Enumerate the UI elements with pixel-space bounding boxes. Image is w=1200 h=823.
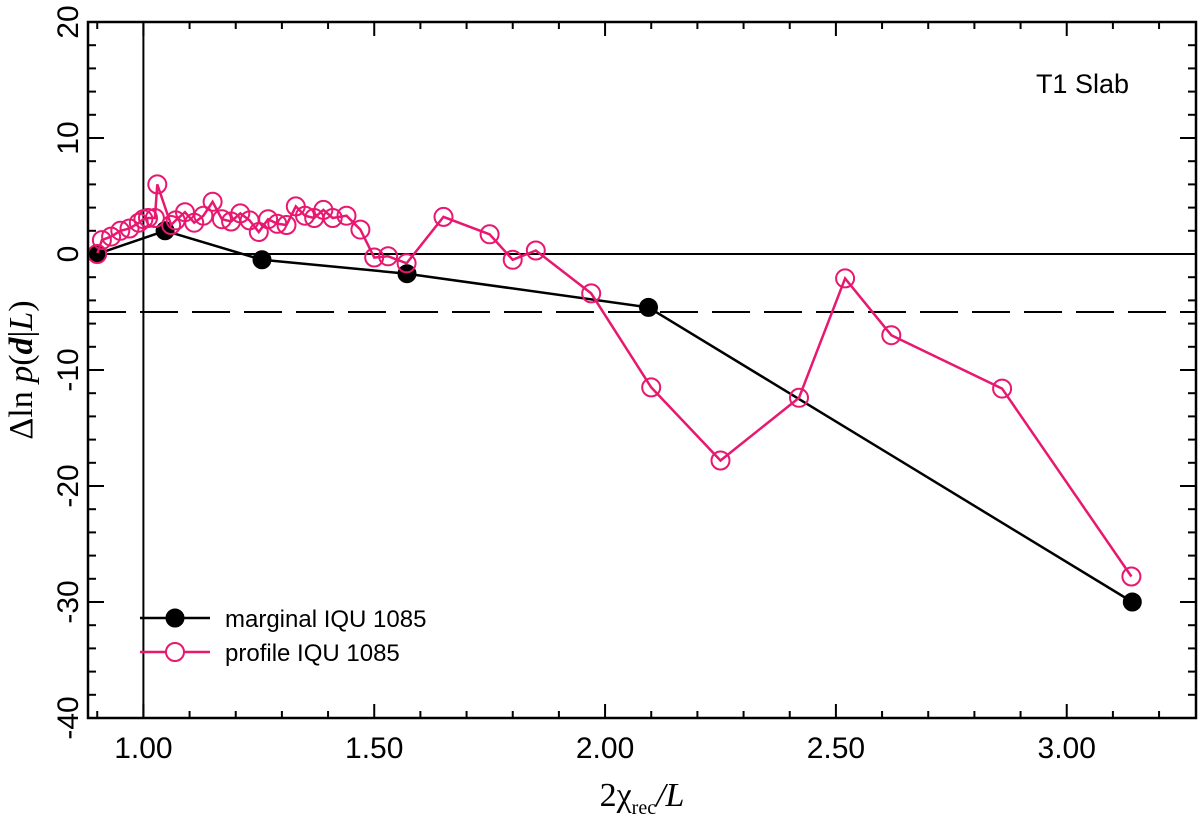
x-tick-label: 1.50 — [345, 732, 403, 765]
x-tick-label: 2.50 — [807, 732, 865, 765]
y-tick-label: -10 — [52, 348, 85, 391]
data-point-s1-42 — [835, 268, 856, 289]
data-point-s1-33 — [396, 253, 417, 274]
data-point-s1-37 — [525, 240, 546, 261]
legend-profile-marker — [165, 642, 185, 662]
series-line-0 — [96, 229, 1133, 604]
y-tick-label: -30 — [52, 580, 85, 623]
data-point-s1-43 — [881, 325, 902, 346]
y-title-ln: ln — [3, 383, 40, 418]
y-title-open: ( — [3, 354, 40, 365]
x-tick-label: 2.00 — [576, 732, 634, 765]
data-point-s1-28 — [322, 208, 343, 228]
data-point-s1-8 — [144, 208, 165, 228]
y-tick-label: 10 — [52, 121, 85, 154]
data-point-s1-38 — [581, 283, 602, 304]
x-tick-label: 1.00 — [114, 732, 172, 765]
x-title-chi: χ — [616, 777, 632, 814]
data-point-s1-25 — [295, 205, 315, 226]
y-tick-label: -20 — [52, 464, 85, 507]
y-title-p: p — [3, 366, 40, 385]
data-point-s1-41 — [789, 387, 809, 408]
data-point-s1-20 — [248, 222, 269, 242]
data-point-s1-29 — [336, 205, 357, 226]
y-tick-label: -40 — [52, 696, 85, 739]
data-point-s1-45 — [1121, 566, 1142, 587]
x-title-suffix: /L — [654, 777, 684, 814]
y-title-close: ) — [3, 300, 40, 311]
data-point-s0-5 — [1122, 592, 1142, 612]
data-point-s1-39 — [641, 377, 662, 398]
data-point-s1-10 — [161, 215, 182, 235]
y-tick-label: 0 — [52, 246, 85, 263]
data-point-s0-2 — [252, 250, 272, 270]
x-axis-title: 2χrec/L — [600, 777, 685, 819]
data-point-s1-9 — [147, 174, 168, 195]
data-point-s1-21 — [258, 209, 279, 230]
x-tick-label: 3.00 — [1038, 732, 1096, 765]
legend-profile-label: profile IQU 1085 — [225, 640, 400, 667]
y-tick-label: 20 — [52, 5, 85, 38]
data-point-s0-4 — [639, 297, 658, 317]
x-title-sub: rec — [632, 797, 657, 819]
data-point-s1-40 — [710, 450, 731, 471]
series-line-1 — [96, 183, 1133, 578]
y-title-d: d — [3, 336, 40, 354]
data-point-s0-3 — [397, 264, 417, 284]
legend-marginal-marker — [165, 608, 185, 628]
x-title-prefix: 2 — [600, 777, 617, 814]
data-point-s1-3 — [110, 220, 131, 241]
data-point-s1-14 — [193, 205, 214, 226]
data-point-s1-7 — [138, 208, 158, 228]
data-point-s1-34 — [433, 206, 454, 227]
data-point-s1-31 — [364, 247, 385, 268]
data-point-s1-44 — [992, 378, 1013, 399]
data-point-s1-16 — [211, 209, 232, 230]
y-axis-title: Δln p(d|L) — [3, 300, 40, 439]
data-point-s1-22 — [267, 213, 288, 234]
legend-marginal-label: marginal IQU 1085 — [225, 606, 426, 633]
data-point-s1-30 — [350, 219, 371, 240]
data-point-s1-15 — [202, 191, 223, 212]
data-point-s1-35 — [479, 224, 500, 245]
y-title-delta: Δ — [3, 418, 40, 440]
chart-annotation: T1 Slab — [1036, 69, 1129, 99]
y-title-L: L — [3, 312, 40, 332]
legend: marginal IQU 1085 profile IQU 1085 — [140, 606, 426, 667]
data-point-s1-23 — [276, 215, 297, 235]
data-point-s1-36 — [502, 249, 523, 270]
y-title-bar: | — [3, 331, 40, 338]
data-point-s1-1 — [91, 230, 112, 251]
data-point-s1-32 — [378, 246, 399, 267]
